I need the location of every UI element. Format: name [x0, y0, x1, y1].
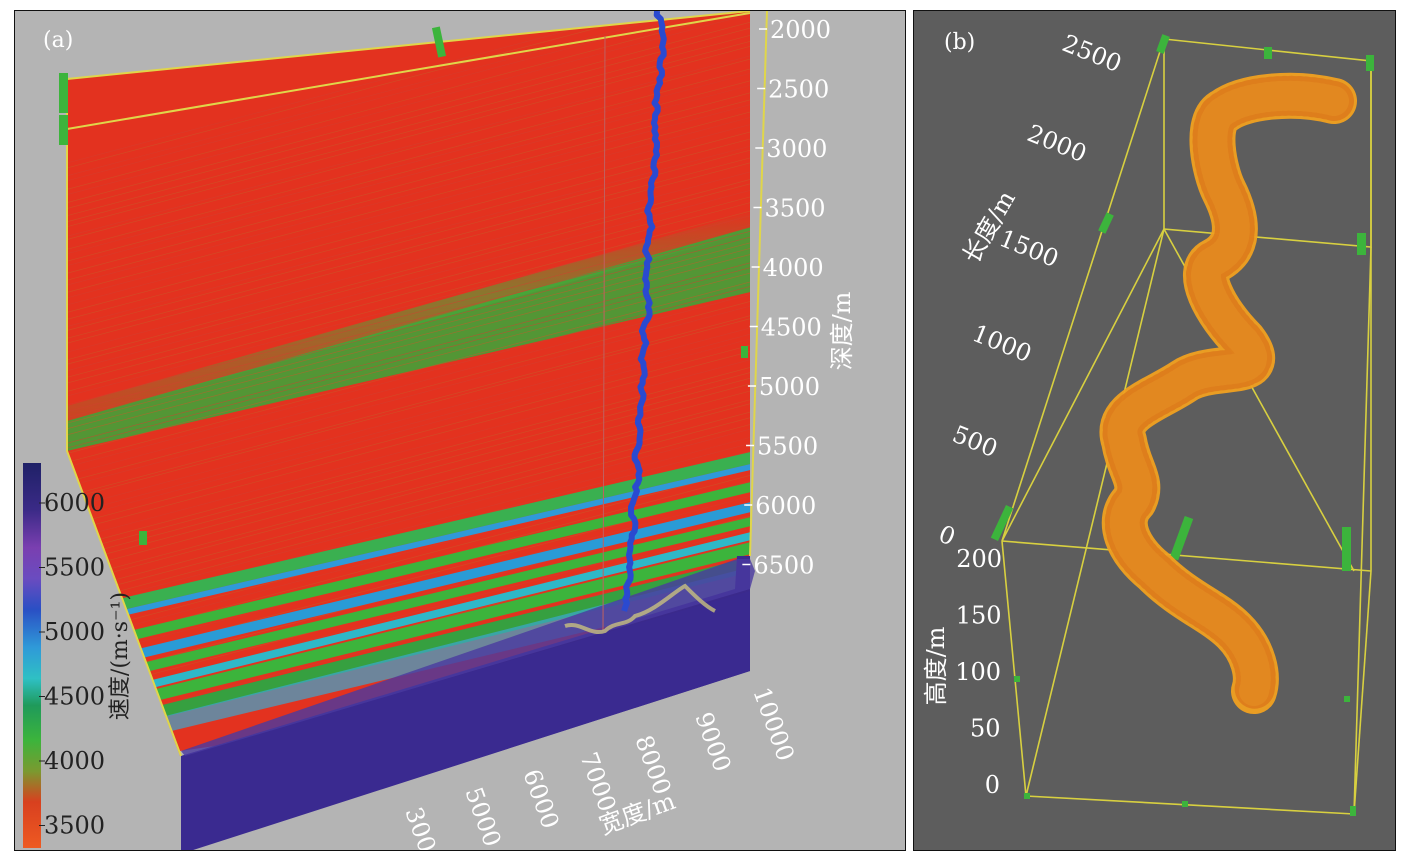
depth-tick-label: 3000 [766, 135, 827, 163]
colorbar [23, 463, 41, 848]
bounding-box [1001, 38, 1372, 815]
width-tick-label: 9000 [689, 708, 736, 775]
panel-b-geobody: 2500 2000 1500 1000 500 0 长度/m 200 150 100 50 0 高… [913, 10, 1396, 851]
depth-axis-title: 深度/m [828, 291, 856, 370]
width-tick-label: 10000 [747, 683, 799, 764]
width-tick-label: 6000 [517, 765, 564, 832]
depth-axis: 2000 2500 3000 3500 4000 4500 5000 5500 6000 6500 [742, 16, 831, 580]
panel-b-label: (b) [944, 30, 975, 55]
length-tick-label: 1000 [968, 319, 1035, 368]
height-tick-label: 200 [956, 545, 1002, 573]
colorbar-ticks: 6000 5500 5000 4500 4000 3500 [39, 489, 105, 840]
width-tick-label: 5000 [459, 783, 506, 850]
height-axis-title: 高度/m [922, 626, 950, 705]
length-tick-label: 2000 [1023, 119, 1090, 168]
basement-front [181, 591, 750, 850]
height-tick-label: 150 [956, 602, 1002, 630]
colorbar-tick-label: 5500 [44, 554, 105, 582]
length-tick-label: 500 [949, 420, 1002, 463]
height-tick-label: 50 [970, 715, 1001, 743]
depth-tick-label: 2500 [768, 76, 829, 104]
depth-tick-label: 5500 [757, 433, 818, 461]
well-log [621, 11, 667, 612]
depth-tick-label: 5000 [759, 373, 820, 401]
depth-tick-label: 4500 [761, 314, 822, 342]
panel-a-velocity-model: 2000 2500 3000 3500 4000 4500 5000 5500 6000 6500… [14, 10, 906, 851]
colorbar-tick-label: 3500 [44, 812, 105, 840]
width-tick-label: 7000 [574, 748, 621, 815]
colorbar-tick-label: 6000 [44, 489, 105, 517]
height-axis: 200 150 100 50 0 [955, 545, 1002, 799]
depth-tick-label: 6500 [753, 552, 814, 580]
depth-tick-label: 2000 [770, 16, 831, 44]
colorbar-title: 速度/(m·s⁻¹) [108, 592, 133, 720]
height-tick-label: 0 [985, 771, 1000, 799]
panel-a-label: (a) [43, 28, 73, 53]
colorbar-tick-label: 4500 [44, 683, 105, 711]
panel-a-graphic: 2000 2500 3000 3500 4000 4500 5000 5500 6000 6500… [23, 11, 856, 851]
height-tick-label: 100 [955, 658, 1001, 686]
length-tick-label: 1500 [995, 224, 1062, 273]
colorbar-tick-label: 4000 [44, 747, 105, 775]
width-tick-label: 300 [399, 803, 441, 851]
depth-tick-label: 4000 [763, 254, 824, 282]
depth-tick-label: 3500 [764, 195, 825, 223]
colorbar-tick-label: 5000 [44, 618, 105, 646]
depth-tick-label: 6000 [755, 492, 816, 520]
length-tick-label: 2500 [1058, 29, 1125, 78]
box-markers [990, 34, 1374, 816]
